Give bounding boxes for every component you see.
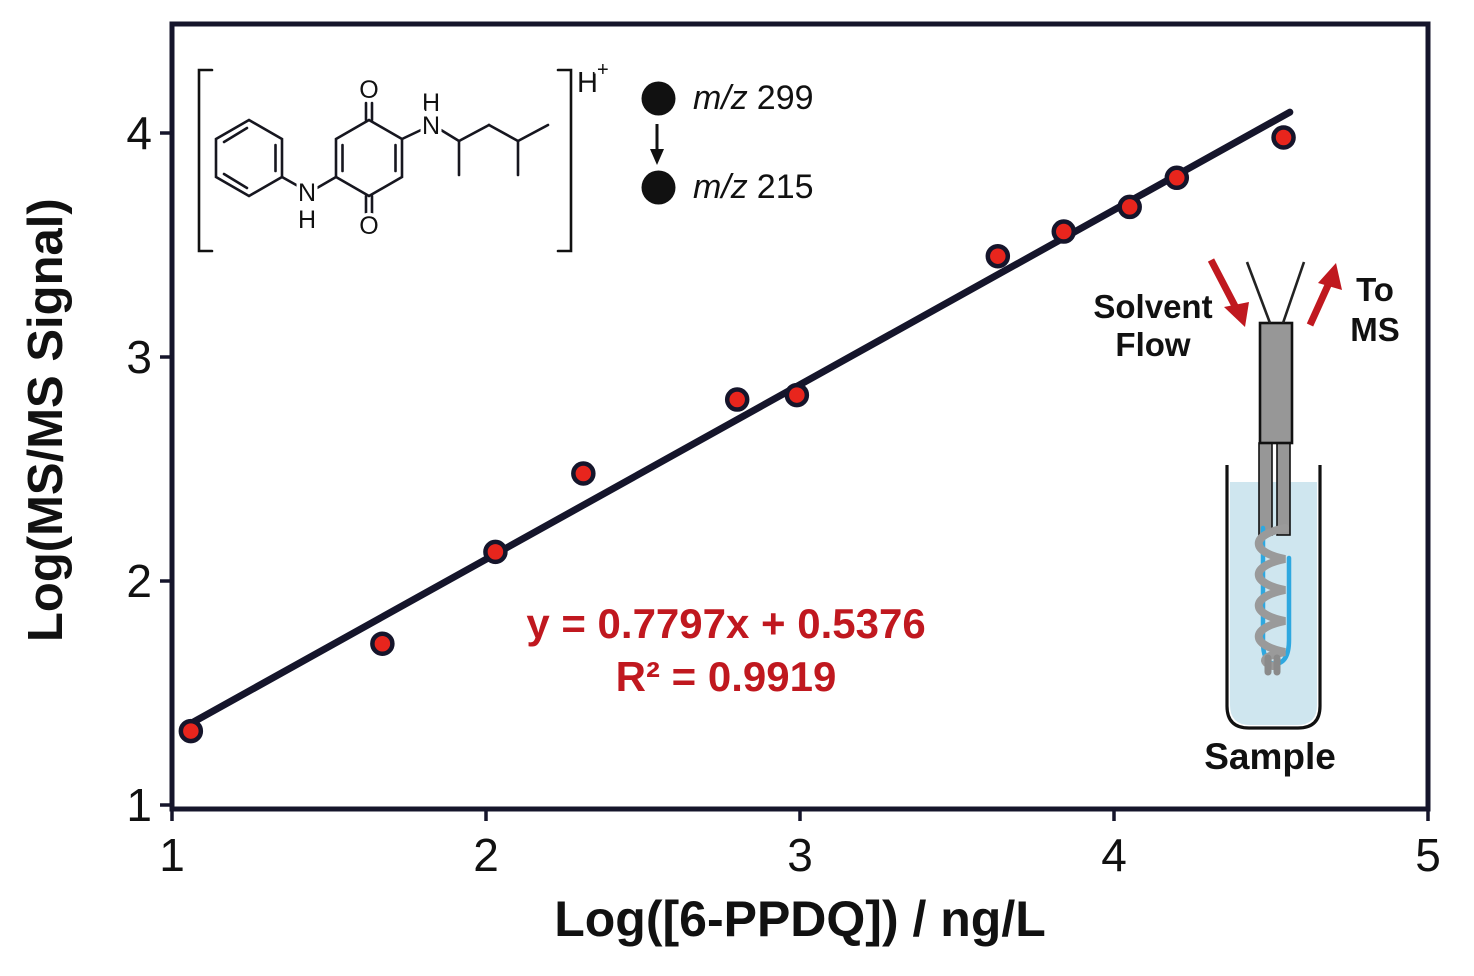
product-ion-icon [641, 170, 676, 205]
to-ms-label: To MS [1350, 271, 1400, 348]
left-bracket [197, 68, 214, 253]
sample-label: Sample [1204, 736, 1336, 777]
data-point [1117, 194, 1142, 220]
data-point [571, 461, 596, 486]
atom-nitrogen-right: N [422, 112, 440, 140]
fit-annotation: y = 0.7797x + 0.5376 R² = 0.9919 [446, 597, 1006, 703]
x-tick-label: 5 [1415, 829, 1441, 881]
to-ms-arrow-icon [1306, 263, 1342, 327]
y-tick-label: 3 [126, 331, 152, 383]
inlet-line [1245, 261, 1272, 324]
benzene-ring [214, 118, 284, 198]
coil-tip [1264, 654, 1281, 676]
fit-equation: y = 0.7797x + 0.5376 [526, 600, 926, 647]
precursor-ion-row: m/z 299 [640, 79, 814, 118]
cation-plus-label: + [597, 59, 609, 81]
mz-italic-text: m/z [693, 79, 748, 117]
precursor-mass: 299 [756, 79, 814, 117]
data-point [1271, 125, 1296, 150]
product-mass: 215 [756, 168, 814, 206]
data-point [985, 243, 1011, 269]
right-bracket [556, 68, 573, 253]
sample-liquid [1230, 482, 1317, 725]
data-point [784, 382, 810, 408]
x-tick-label: 1 [159, 829, 185, 881]
precursor-ion-icon [641, 81, 676, 116]
solvent-flow-arrow-icon [1207, 258, 1249, 327]
membrane-coil [1254, 524, 1289, 670]
x-axis-title: Log([6-PPDQ]) / ng/L [554, 891, 1046, 947]
quinone-ring [334, 118, 404, 198]
probe-body [1258, 321, 1294, 445]
molecule-structure: O O N H H N H + [197, 56, 612, 253]
y-tick-label: 4 [126, 107, 152, 159]
atom-hydrogen-right: H [422, 89, 440, 117]
sample-vial [1225, 465, 1322, 730]
y-tick-label: 1 [126, 779, 152, 831]
fit-line [190, 108, 1294, 726]
atom-nitrogen-left: N [298, 179, 316, 207]
atom-hydrogen-left: H [298, 206, 316, 234]
x-tick-label: 4 [1101, 829, 1127, 881]
y-tick-label: 2 [126, 555, 152, 607]
outlet-line [1281, 261, 1306, 324]
data-point [483, 539, 508, 565]
data-point [178, 718, 204, 744]
data-point [370, 631, 395, 656]
fragmentation-arrow-icon [650, 124, 664, 165]
product-ion-row: m/z 215 [640, 168, 814, 207]
x-tick-label: 2 [473, 829, 499, 881]
probe-sample-diagram [1207, 258, 1342, 730]
atom-oxygen-bottom: O [359, 212, 378, 240]
data-point [1164, 165, 1190, 191]
y-axis-title: Log(MS/MS Signal) [19, 198, 73, 642]
r-squared: R² = 0.9919 [615, 653, 837, 700]
data-point [1051, 219, 1077, 244]
probe-tube-left [1258, 442, 1273, 536]
probe-tube-right [1276, 442, 1291, 536]
cation-h-label: H [577, 67, 598, 99]
data-point [724, 387, 750, 412]
atom-oxygen-top: O [359, 76, 378, 104]
precursor-ion-label: m/z 299 [693, 79, 814, 118]
mz-italic-text: m/z [693, 168, 748, 206]
solvent-flow-label: Solvent Flow [1093, 288, 1213, 363]
x-tick-label: 3 [787, 829, 813, 881]
product-ion-label: m/z 215 [693, 168, 814, 207]
